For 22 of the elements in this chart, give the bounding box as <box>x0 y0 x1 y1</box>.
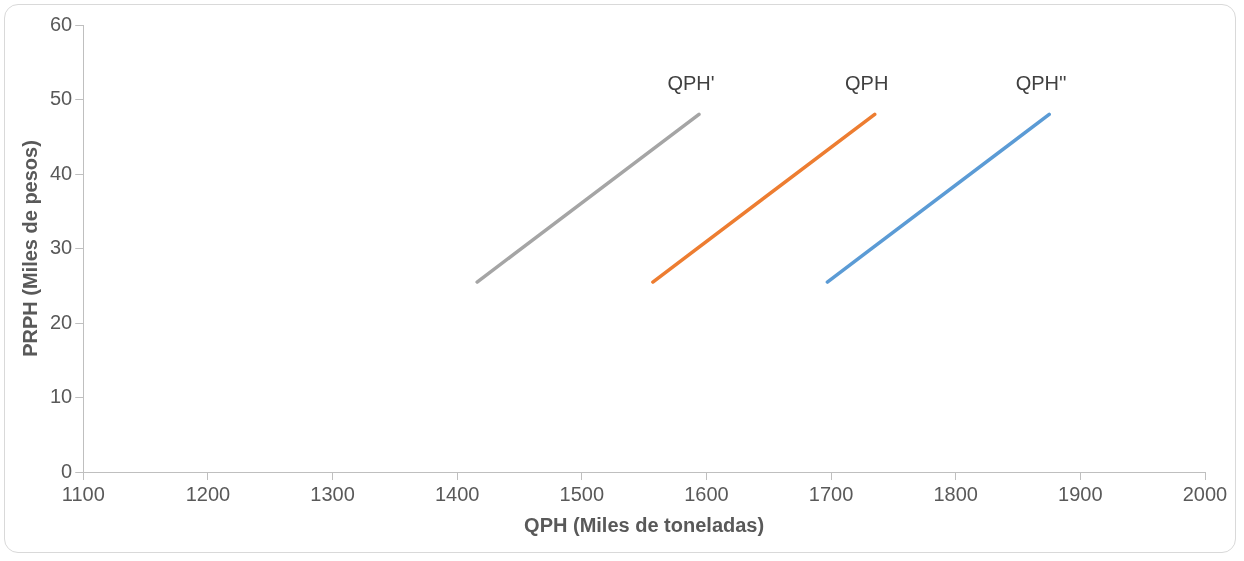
y-tick-label: 30 <box>50 236 73 259</box>
y-tick-label: 60 <box>50 12 73 35</box>
y-axis-title: PRPH (Miles de pesos) <box>18 140 41 357</box>
y-tick-label: 50 <box>50 87 73 110</box>
y-tick-label: 20 <box>50 310 73 333</box>
y-tick-label: 10 <box>50 385 73 408</box>
series-label: QPH <box>845 71 889 94</box>
x-tick-label: 1200 <box>185 482 231 505</box>
x-tick-label: 1600 <box>684 482 729 505</box>
series-label: QPH'' <box>1015 71 1067 94</box>
x-tick-label: 1500 <box>559 482 605 505</box>
series-label: QPH' <box>667 71 715 94</box>
x-tick-label: 1700 <box>808 482 854 505</box>
x-tick-label: 2000 <box>1182 482 1228 505</box>
y-tick-label: 0 <box>61 459 73 482</box>
x-tick-label: 1800 <box>933 482 978 505</box>
x-tick-label: 1100 <box>61 482 105 505</box>
x-tick-label: 1400 <box>434 482 480 505</box>
x-axis-title: QPH (Miles de toneladas) <box>524 513 765 536</box>
x-tick-label: 1900 <box>1058 482 1103 505</box>
x-tick-label: 1300 <box>310 482 355 505</box>
y-tick-label: 40 <box>50 161 73 184</box>
